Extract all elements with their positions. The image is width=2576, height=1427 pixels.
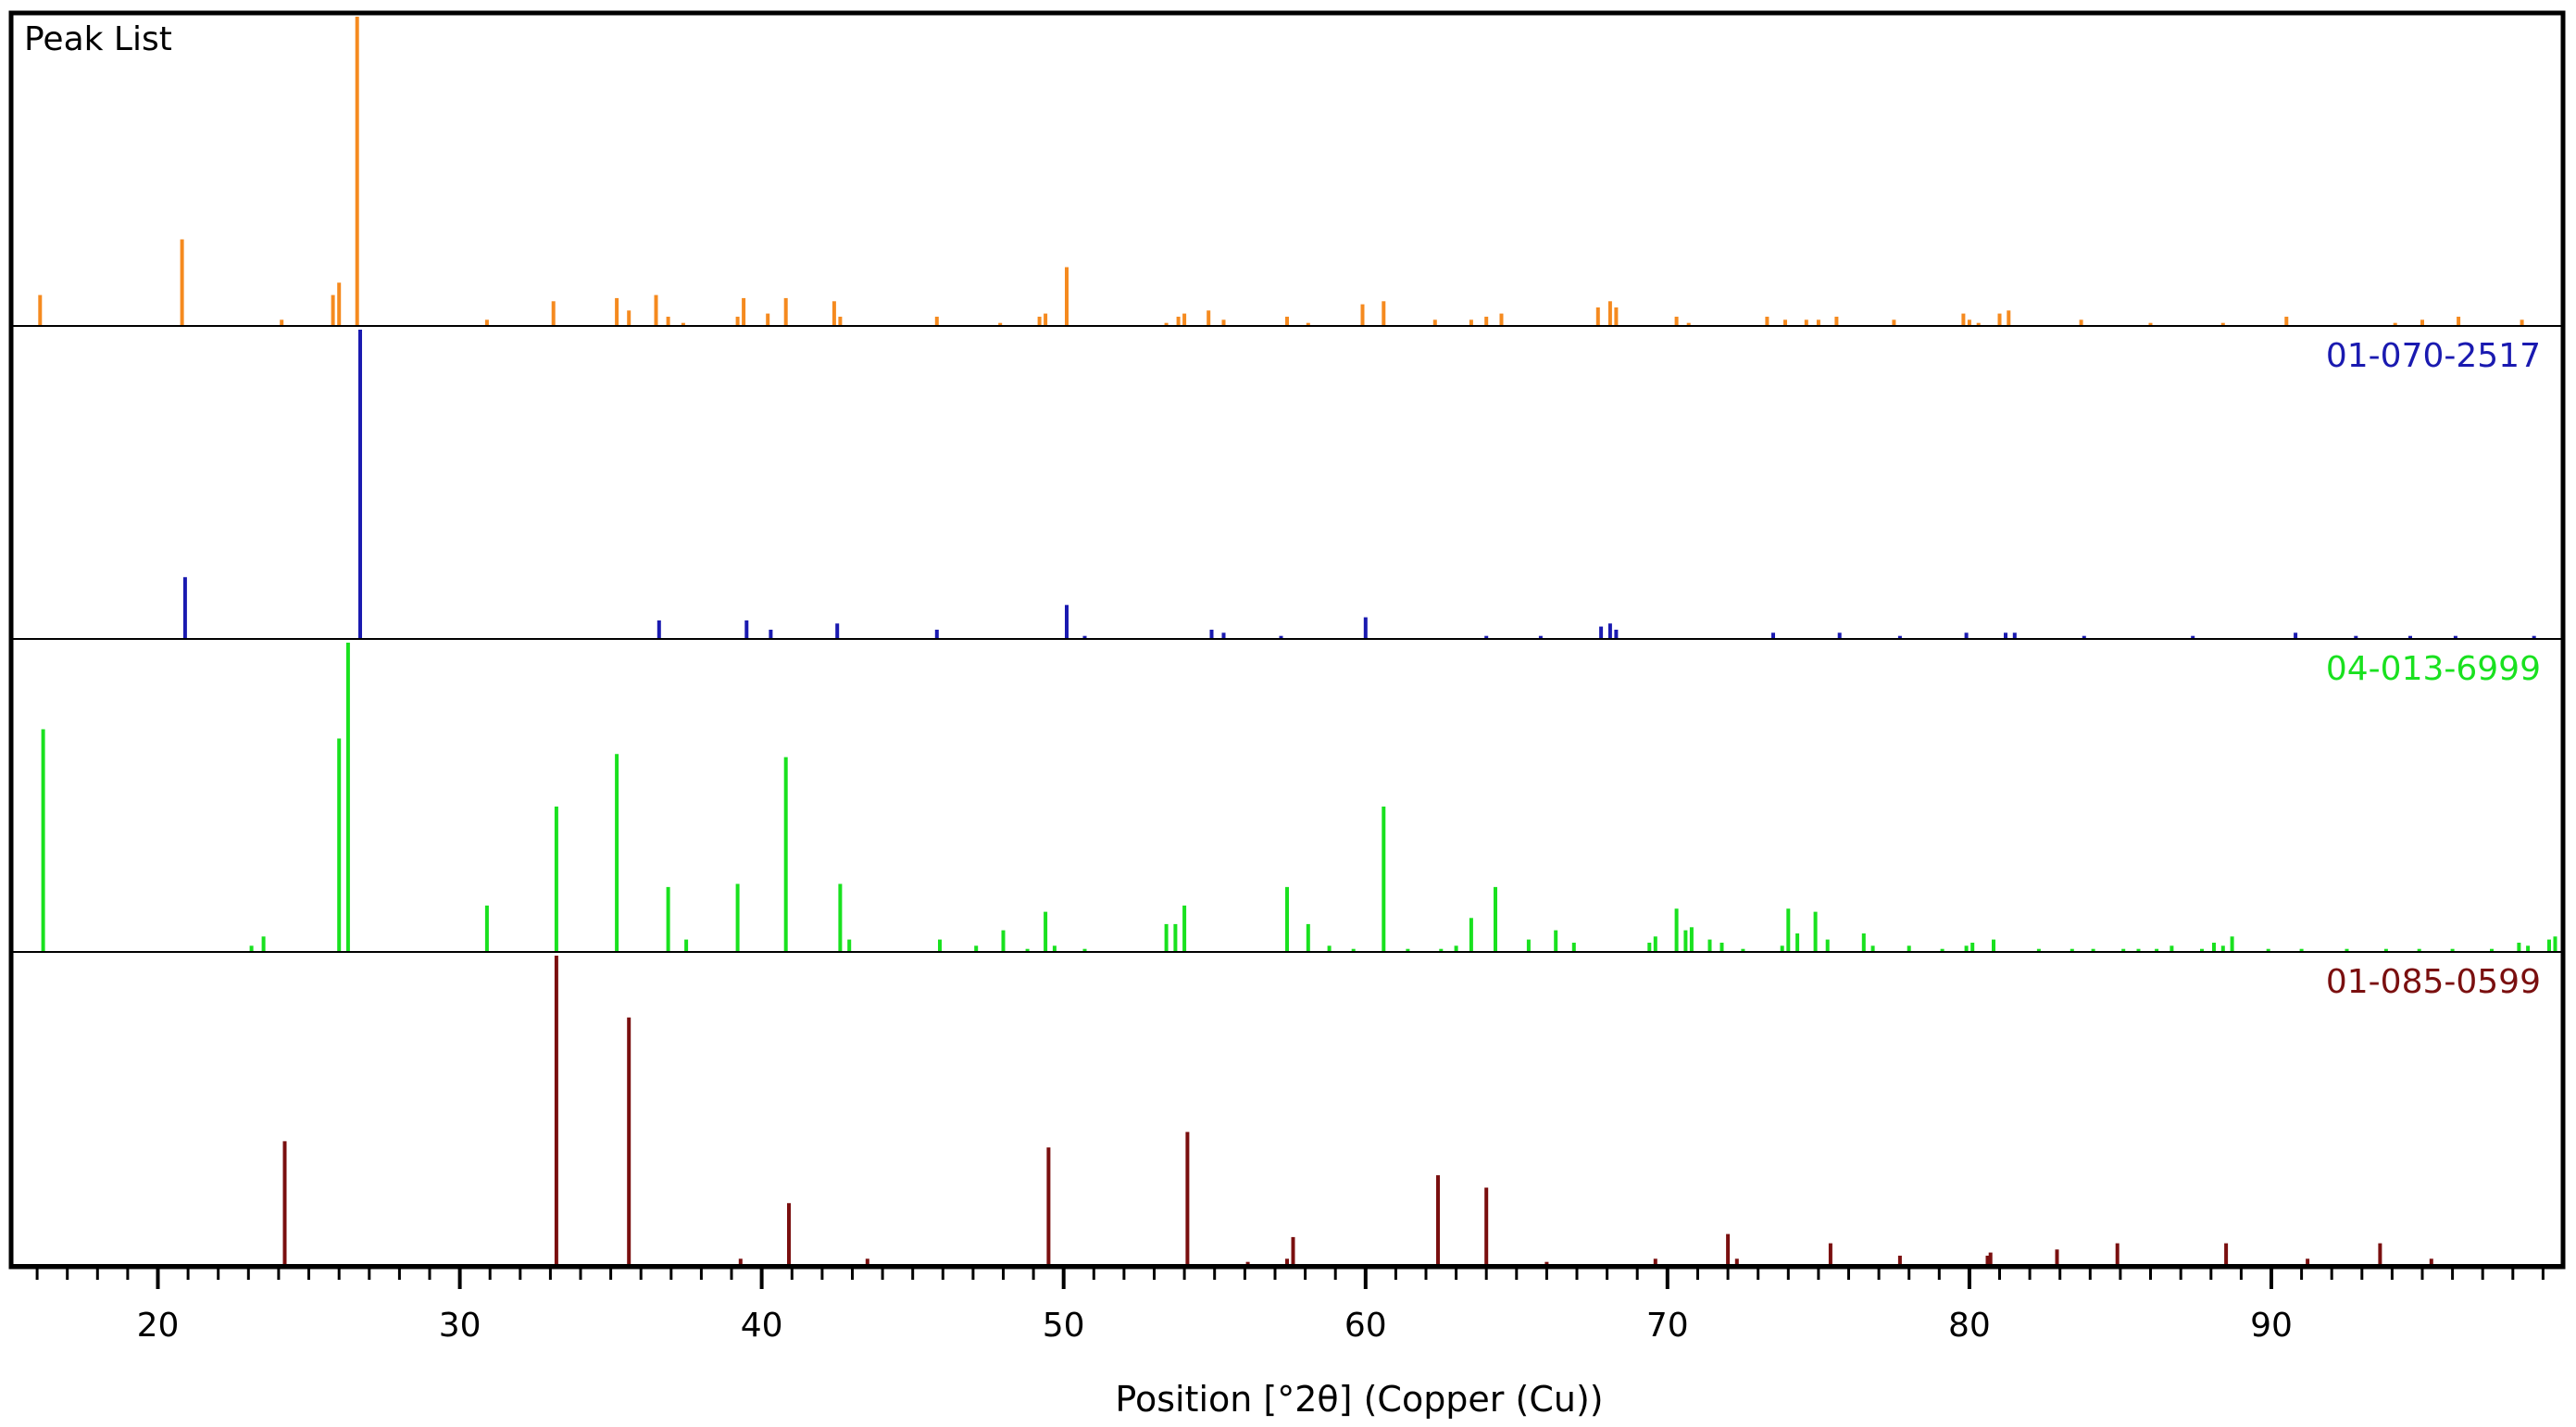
chart-panels: 01-070-2517 04-013-6999 01-085-0599 bbox=[13, 17, 2561, 1266]
panel-1 bbox=[13, 17, 2561, 327]
x-tick-label: 90 bbox=[2250, 1307, 2293, 1345]
x-tick-label: 30 bbox=[439, 1307, 481, 1345]
x-axis-title: Position [°2θ] (Copper (Cu)) bbox=[1115, 1379, 1603, 1420]
panel-label-2: 01-070-2517 bbox=[2326, 337, 2541, 375]
x-axis-tick-labels: 20 30 40 50 60 70 80 90 bbox=[137, 1307, 2293, 1345]
x-tick-label: 20 bbox=[137, 1307, 180, 1345]
chart-title: Peak List bbox=[24, 20, 172, 58]
panel-label-3: 04-013-6999 bbox=[2326, 650, 2541, 688]
x-tick-label: 70 bbox=[1646, 1307, 1689, 1345]
x-tick-label: 40 bbox=[741, 1307, 783, 1345]
x-tick-label: 50 bbox=[1043, 1307, 1085, 1345]
x-tick-label: 80 bbox=[1948, 1307, 1991, 1345]
x-axis-ticks bbox=[35, 1269, 2545, 1289]
panel-label-4: 01-085-0599 bbox=[2326, 963, 2541, 1001]
panel-3: 04-013-6999 bbox=[13, 643, 2561, 953]
panel-2: 01-070-2517 bbox=[13, 330, 2561, 640]
x-tick-label: 60 bbox=[1344, 1307, 1387, 1345]
plot-frame bbox=[8, 10, 2566, 1270]
panel-4: 01-085-0599 bbox=[13, 956, 2561, 1266]
